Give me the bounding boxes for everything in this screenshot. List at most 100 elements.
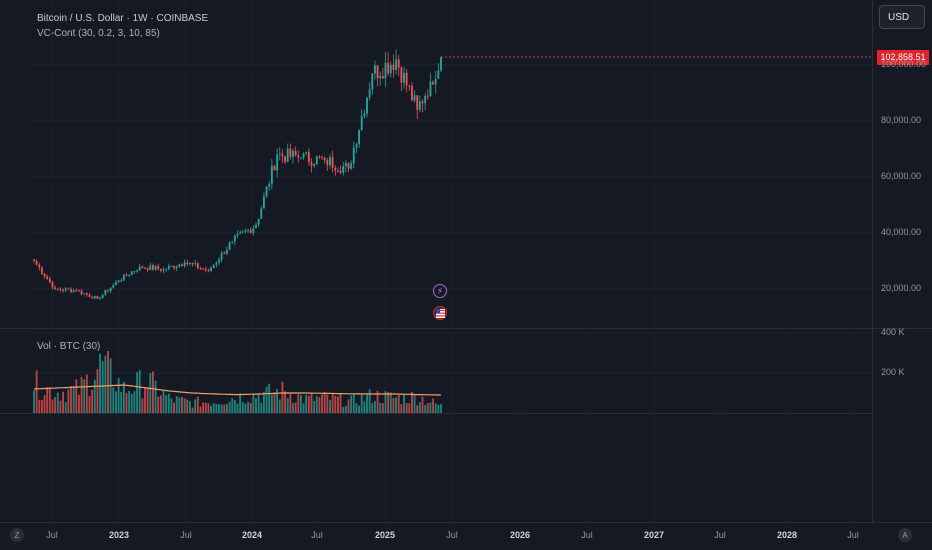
volume-bar bbox=[355, 403, 358, 413]
volume-bar bbox=[133, 391, 136, 413]
volume-bar bbox=[75, 379, 78, 413]
candle-body bbox=[138, 266, 141, 271]
candle-body bbox=[91, 296, 94, 299]
candle-body bbox=[104, 290, 107, 295]
volume-bar bbox=[122, 381, 125, 413]
time-zone-button[interactable]: Z bbox=[10, 528, 24, 542]
volume-bar bbox=[231, 398, 234, 413]
candle-body bbox=[339, 170, 342, 173]
volume-bar bbox=[125, 393, 128, 413]
time-axis-label: 2027 bbox=[643, 530, 665, 540]
volume-bar bbox=[337, 396, 339, 413]
candle-body bbox=[231, 241, 234, 243]
indicator-legend[interactable]: VC-Cont (30, 0.2, 3, 10, 85) bbox=[37, 28, 160, 39]
candle-body bbox=[51, 281, 54, 288]
candle-body bbox=[178, 264, 181, 267]
volume-bar bbox=[141, 398, 144, 413]
candle-body bbox=[397, 59, 400, 68]
candle-body bbox=[228, 242, 231, 250]
volume-bar bbox=[392, 398, 395, 413]
candle-body bbox=[196, 263, 199, 269]
volume-bar bbox=[207, 403, 210, 413]
volume-bar bbox=[202, 402, 205, 413]
volume-bar bbox=[344, 405, 347, 413]
auto-scale-button[interactable]: A bbox=[898, 528, 912, 542]
candle-body bbox=[181, 264, 183, 266]
candle-body bbox=[191, 263, 194, 265]
candle-body bbox=[194, 263, 197, 265]
candle-body bbox=[440, 56, 442, 71]
volume-bar bbox=[210, 405, 212, 413]
candle-body bbox=[241, 231, 244, 233]
candle-body bbox=[112, 284, 115, 288]
volume-legend[interactable]: Vol · BTC (30) bbox=[37, 341, 101, 352]
candle-body bbox=[115, 282, 117, 285]
volume-bar bbox=[159, 395, 162, 413]
candle-body bbox=[265, 186, 268, 197]
volume-bar bbox=[281, 381, 284, 413]
volume-bar bbox=[194, 399, 197, 413]
volume-bar bbox=[239, 393, 242, 413]
volume-bar bbox=[305, 394, 308, 413]
time-axis-label: 2026 bbox=[509, 530, 531, 540]
volume-bar bbox=[162, 390, 165, 413]
candle-body bbox=[371, 73, 374, 90]
candle-body bbox=[405, 72, 408, 86]
volume-bar bbox=[115, 391, 117, 413]
price-axis-label: 60,000.00 bbox=[881, 171, 922, 181]
currency-button[interactable]: USD bbox=[879, 5, 925, 29]
volume-bar bbox=[117, 377, 120, 413]
volume-bar bbox=[46, 387, 49, 413]
volume-bar bbox=[136, 372, 138, 413]
us-flag-icon[interactable] bbox=[433, 306, 447, 320]
candle-body bbox=[207, 270, 210, 272]
volume-bar bbox=[379, 402, 382, 413]
last-price-tag: 102,858.51 bbox=[877, 49, 929, 65]
lightning-icon[interactable]: ⚡ bbox=[433, 284, 447, 298]
candle-body bbox=[263, 196, 265, 209]
time-axis-label: Jul bbox=[847, 530, 859, 540]
candle-body bbox=[149, 265, 152, 271]
candle-body bbox=[413, 95, 416, 101]
volume-bar bbox=[381, 403, 384, 413]
candle-body bbox=[75, 290, 78, 292]
volume-bar bbox=[294, 402, 297, 413]
candle-body bbox=[315, 156, 318, 165]
volume-bar bbox=[70, 385, 72, 413]
candle-body bbox=[146, 268, 149, 271]
candle-body bbox=[43, 273, 46, 277]
candle-body bbox=[202, 268, 205, 270]
candle-body bbox=[302, 153, 305, 158]
volume-bar bbox=[397, 395, 400, 413]
volume-bar bbox=[199, 406, 202, 413]
volume-bar bbox=[270, 394, 273, 413]
volume-bar bbox=[426, 403, 429, 413]
candle-body bbox=[286, 148, 289, 162]
volume-bar bbox=[284, 391, 286, 413]
candle-body bbox=[46, 276, 49, 279]
volume-bar bbox=[51, 399, 54, 413]
volume-bar bbox=[352, 394, 355, 413]
candle-body bbox=[70, 289, 72, 292]
time-axis-label: Jul bbox=[46, 530, 58, 540]
candle-body bbox=[355, 144, 358, 148]
volume-bar bbox=[437, 404, 440, 413]
volume-bar bbox=[434, 403, 437, 413]
candle-body bbox=[273, 165, 276, 171]
price-axis-label: 20,000.00 bbox=[881, 283, 922, 293]
volume-bar bbox=[418, 402, 421, 413]
candle-body bbox=[389, 64, 392, 74]
volume-bar bbox=[376, 390, 379, 413]
volume-bar bbox=[220, 404, 223, 413]
candle-body bbox=[175, 266, 178, 269]
candle-body bbox=[331, 157, 334, 168]
candle-body bbox=[358, 130, 360, 145]
volume-bar bbox=[78, 394, 80, 413]
volume-bar bbox=[62, 391, 64, 413]
candle-body bbox=[310, 161, 313, 166]
symbol-title[interactable]: Bitcoin / U.S. Dollar · 1W · COINBASE bbox=[37, 13, 209, 24]
volume-bar bbox=[318, 397, 321, 413]
candle-body bbox=[313, 164, 316, 166]
